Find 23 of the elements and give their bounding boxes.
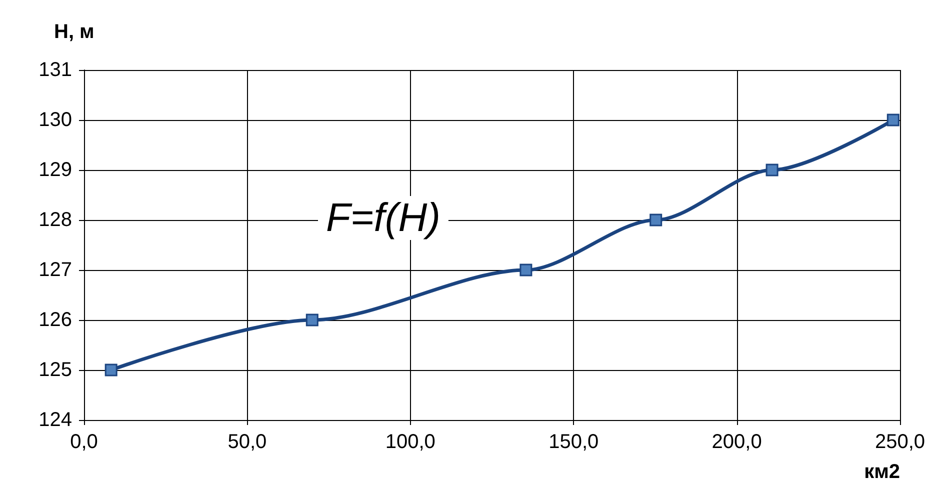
y-tick-label: 131 [38,59,72,81]
annotation: F=f(H) [326,196,440,240]
y-tick-label: 130 [38,109,72,131]
x-tick-label: 50,0 [228,431,267,453]
y-tick-label: 129 [38,159,72,181]
point [104,364,118,376]
y-tick-label: 125 [38,359,72,381]
point [520,264,532,276]
y-axis-title: H, м [54,21,94,43]
y-tick-label: 124 [38,409,72,431]
y-tick-label: 126 [38,309,72,331]
x-tick-label: 100,0 [385,431,436,453]
point [306,314,318,326]
point [650,214,662,226]
x-tick-label: 250,0 [874,431,926,453]
x-tick-label: 200,0 [712,431,762,453]
point [766,164,778,176]
y-tick-label: 128 [38,209,72,231]
x-tick-label: 150,0 [548,431,599,453]
x-tick-label: 0,0 [70,431,98,453]
point [886,114,900,126]
x-axis-title: км2 [864,461,900,483]
y-tick-label: 127 [38,259,72,281]
